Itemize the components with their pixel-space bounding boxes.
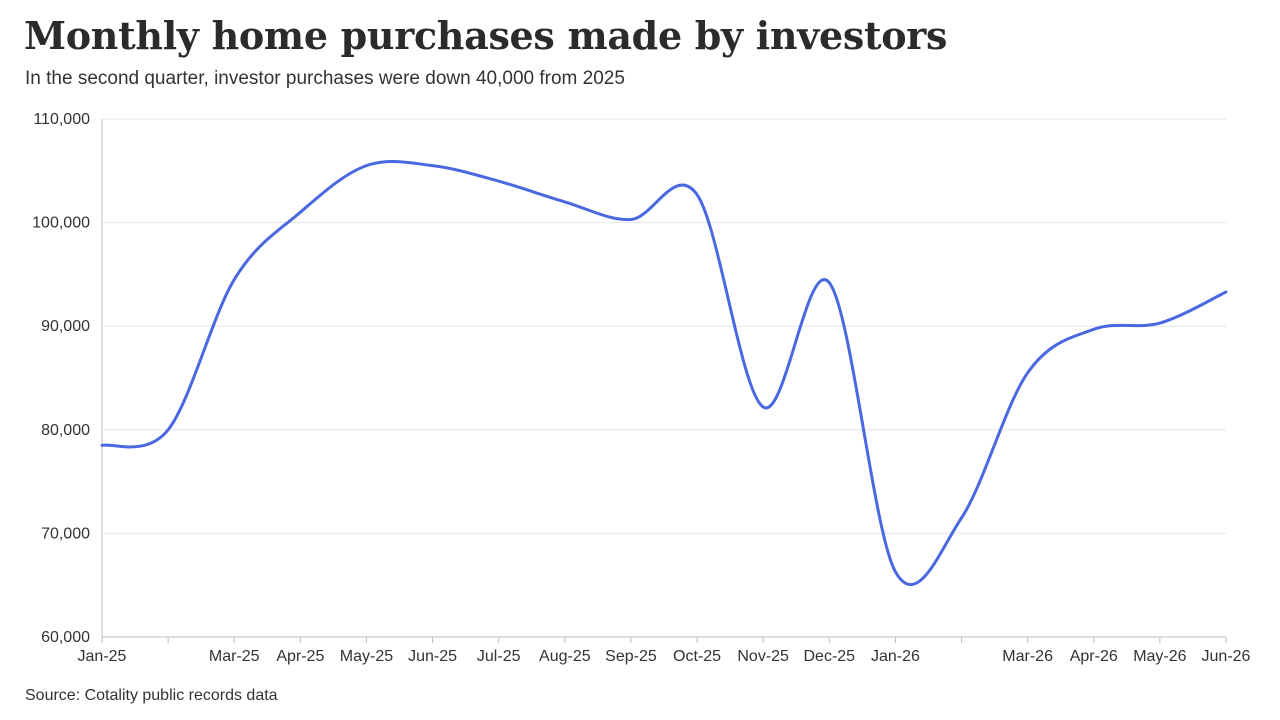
chart-source: Source: Cotality public records data bbox=[25, 687, 278, 704]
chart-subtitle: In the second quarter, investor purchase… bbox=[25, 68, 625, 89]
x-tick-label: Jul-25 bbox=[477, 648, 521, 665]
data-point-sep-25 bbox=[629, 217, 633, 221]
x-tick-label: Apr-26 bbox=[1070, 648, 1118, 665]
y-tick-label: 80,000 bbox=[41, 422, 90, 439]
x-tick-label: Jun-25 bbox=[408, 648, 457, 665]
data-point-jan-26 bbox=[893, 570, 897, 574]
y-tick-label: 70,000 bbox=[41, 525, 90, 542]
data-point-aug-25 bbox=[563, 200, 567, 204]
data-point-nov-25 bbox=[761, 405, 765, 409]
data-point-jul-25 bbox=[497, 179, 501, 183]
x-tick-label: Mar-26 bbox=[1002, 648, 1053, 665]
data-point-dec-25 bbox=[827, 281, 831, 285]
data-point-apr-25 bbox=[298, 210, 302, 214]
data-point-jun-25 bbox=[431, 164, 435, 168]
series-line bbox=[100, 160, 1228, 587]
x-tick-label: Oct-25 bbox=[673, 648, 721, 665]
x-tick-label: Apr-25 bbox=[276, 648, 324, 665]
x-tick-label: May-25 bbox=[340, 648, 393, 665]
data-point-apr-26 bbox=[1092, 327, 1096, 331]
x-tick-label: Jan-26 bbox=[871, 648, 920, 665]
data-point-oct-25 bbox=[695, 193, 699, 197]
x-tick-label: Dec-25 bbox=[804, 648, 856, 665]
x-tick-label: May-26 bbox=[1133, 648, 1186, 665]
chart-title: Monthly home purchases made by investors bbox=[24, 13, 948, 58]
x-tick-label: Jun-26 bbox=[1202, 648, 1251, 665]
data-point-jun-26 bbox=[1224, 290, 1228, 294]
data-point-may-25 bbox=[364, 164, 368, 168]
y-tick-label: 60,000 bbox=[41, 629, 90, 646]
data-point-jan-25 bbox=[100, 443, 104, 447]
y-tick-label: 90,000 bbox=[41, 318, 90, 335]
y-tick-label: 110,000 bbox=[33, 111, 90, 128]
x-tick-label: Nov-25 bbox=[737, 648, 789, 665]
x-tick-label: Sep-25 bbox=[605, 648, 657, 665]
data-point-feb-26 bbox=[960, 516, 964, 520]
y-tick-label: 100,000 bbox=[32, 215, 90, 232]
x-tick-label: Aug-25 bbox=[539, 648, 591, 665]
data-point-mar-26 bbox=[1026, 371, 1030, 375]
data-point-mar-25 bbox=[232, 278, 236, 282]
data-point-feb-25 bbox=[166, 428, 170, 432]
x-tick-label: Mar-25 bbox=[209, 648, 260, 665]
x-tick-label: Jan-25 bbox=[78, 648, 127, 665]
data-point-may-26 bbox=[1158, 321, 1162, 325]
